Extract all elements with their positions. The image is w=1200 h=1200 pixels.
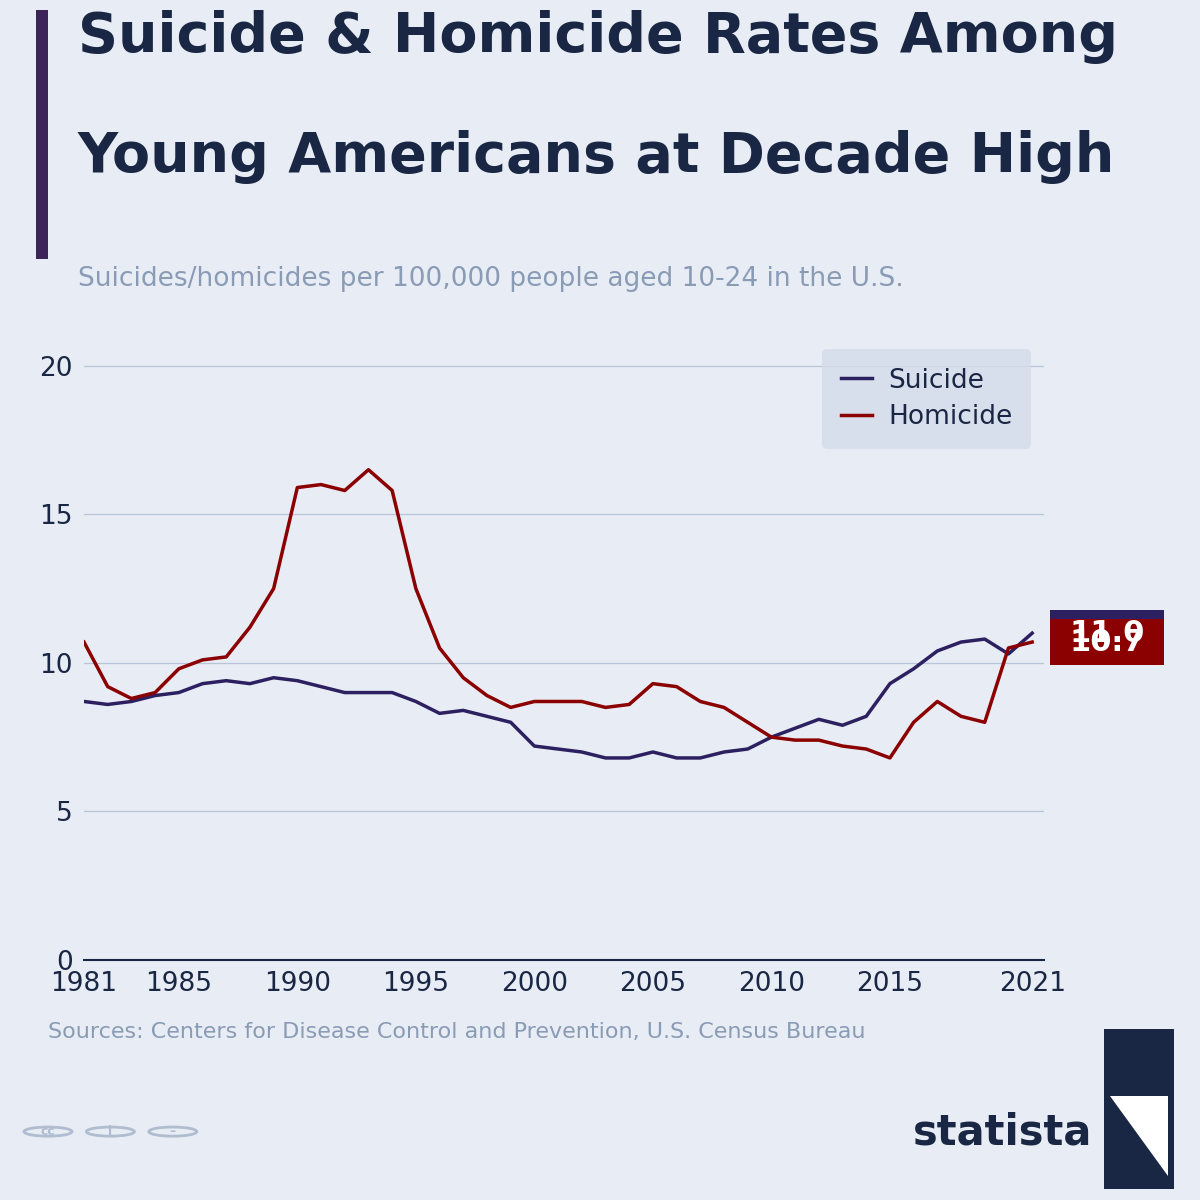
Text: statista: statista: [913, 1111, 1092, 1153]
Text: –: –: [169, 1126, 176, 1138]
Legend: Suicide, Homicide: Suicide, Homicide: [822, 349, 1031, 449]
Polygon shape: [1110, 1096, 1168, 1176]
Text: Suicide & Homicide Rates Among: Suicide & Homicide Rates Among: [78, 10, 1118, 64]
Text: Young Americans at Decade High: Young Americans at Decade High: [78, 130, 1115, 184]
Text: Sources: Centers for Disease Control and Prevention, U.S. Census Bureau: Sources: Centers for Disease Control and…: [48, 1022, 865, 1042]
Text: 11.0: 11.0: [1069, 619, 1145, 648]
Text: Suicides/homicides per 100,000 people aged 10-24 in the U.S.: Suicides/homicides per 100,000 people ag…: [78, 265, 904, 292]
Text: i: i: [108, 1126, 113, 1138]
Text: cc: cc: [41, 1126, 55, 1138]
Text: 10.7: 10.7: [1069, 628, 1145, 656]
Bar: [1104, 1028, 1174, 1188]
Bar: [36, 10, 48, 259]
